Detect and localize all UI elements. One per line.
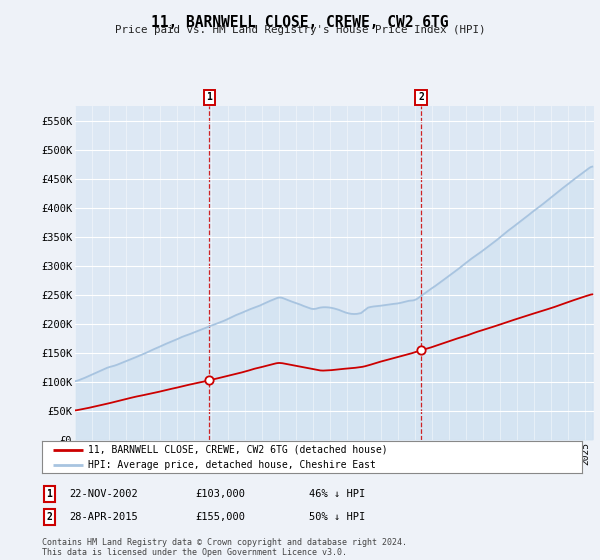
Text: 2: 2 [418,92,424,102]
Text: 11, BARNWELL CLOSE, CREWE, CW2 6TG (detached house): 11, BARNWELL CLOSE, CREWE, CW2 6TG (deta… [88,445,388,455]
Text: 2: 2 [46,512,52,522]
Text: £103,000: £103,000 [195,489,245,499]
Text: Price paid vs. HM Land Registry's House Price Index (HPI): Price paid vs. HM Land Registry's House … [115,25,485,35]
Text: £155,000: £155,000 [195,512,245,522]
Text: HPI: Average price, detached house, Cheshire East: HPI: Average price, detached house, Ches… [88,460,376,470]
Text: 50% ↓ HPI: 50% ↓ HPI [309,512,365,522]
Text: 11, BARNWELL CLOSE, CREWE, CW2 6TG: 11, BARNWELL CLOSE, CREWE, CW2 6TG [151,15,449,30]
Text: 22-NOV-2002: 22-NOV-2002 [69,489,138,499]
Text: 1: 1 [206,92,212,102]
Text: 46% ↓ HPI: 46% ↓ HPI [309,489,365,499]
Text: 28-APR-2015: 28-APR-2015 [69,512,138,522]
Text: Contains HM Land Registry data © Crown copyright and database right 2024.
This d: Contains HM Land Registry data © Crown c… [42,538,407,557]
Text: 1: 1 [46,489,52,499]
